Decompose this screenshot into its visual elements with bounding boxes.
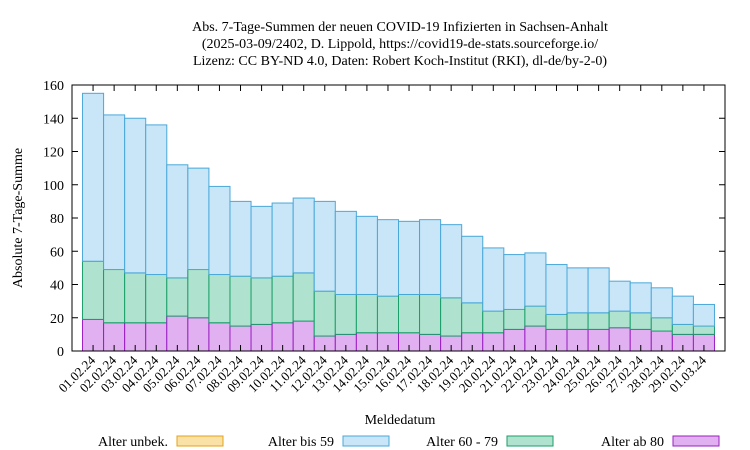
bar-segment [692, 325, 715, 335]
y-tick-label: 140 [43, 112, 64, 127]
bar-segment [166, 164, 189, 279]
bar-segment [124, 272, 147, 324]
bar-segment [440, 297, 463, 337]
bar-segment [608, 280, 631, 312]
bar-segment [587, 267, 610, 314]
bar-segment [271, 275, 294, 324]
bar-segment [545, 313, 568, 330]
axes-layer: 02040608010012014016001.02.2402.02.2403.… [43, 79, 726, 395]
bar-segment [461, 302, 484, 334]
bar-segment [566, 312, 589, 330]
bar-segment [187, 167, 210, 271]
chart-title: Abs. 7-Tage-Summen der neuen COVID-19 In… [192, 20, 608, 69]
bar-segment [334, 293, 357, 335]
y-tick-label: 80 [50, 212, 64, 227]
legend-swatch [342, 435, 390, 447]
bar-segment [250, 205, 273, 279]
bar-segment [103, 269, 126, 324]
y-tick-label: 60 [50, 245, 64, 260]
bar-segment [482, 247, 505, 312]
bar-segment [376, 219, 400, 297]
bar-segment [103, 114, 126, 271]
legend-label: Alter 60 - 79 [426, 435, 498, 450]
bar-segment [608, 310, 631, 329]
bar-segment [671, 295, 694, 325]
bar-segment [629, 282, 652, 314]
bar-segment [124, 117, 147, 274]
bar-segment [503, 308, 526, 330]
bar-segment [355, 293, 378, 334]
bar-segment [671, 323, 694, 335]
bar-segment [376, 295, 400, 334]
x-axis-label: Meldedatum [365, 413, 436, 428]
bar-segment [145, 124, 168, 276]
legend-label: Alter ab 80 [601, 435, 664, 450]
bar-segment [650, 287, 673, 319]
bar-segment [250, 277, 273, 325]
bar-segment [292, 272, 315, 322]
bar-segment [587, 312, 610, 330]
bar-segment [524, 305, 547, 327]
bar-segment [82, 92, 105, 262]
bar-segment [292, 197, 315, 274]
bar-segment [355, 215, 378, 295]
legend-label: Alter bis 59 [268, 435, 334, 450]
title-line-2: (2025-03-09/2402, D. Lippold, https://co… [202, 37, 598, 52]
bars-layer [82, 92, 715, 352]
bar-segment [566, 267, 589, 314]
bar-segment [650, 317, 673, 332]
bar-segment [503, 254, 526, 310]
bar-segment [313, 200, 336, 292]
bar-segment [334, 210, 357, 295]
bar-segment [229, 275, 252, 327]
bar-segment [398, 220, 421, 295]
bar-segment [629, 312, 652, 330]
legend-swatch [672, 435, 720, 447]
bar-segment [229, 200, 252, 277]
bar-segment [313, 290, 336, 337]
bar-segment [524, 252, 547, 307]
legend-label: Alter unbek. [98, 435, 168, 450]
bar-segment [208, 274, 231, 324]
title-line-3: Lizenz: CC BY-ND 4.0, Daten: Robert Koch… [193, 54, 607, 69]
bar-segment [692, 303, 715, 327]
bar-segment [461, 235, 484, 304]
bar-segment [166, 277, 189, 317]
y-tick-label: 100 [43, 179, 64, 194]
bar-segment [187, 269, 210, 319]
y-tick-label: 40 [50, 279, 64, 294]
y-axis-label: Absolute 7-Tage-Summe [11, 148, 26, 288]
bar-segment [208, 185, 231, 276]
y-tick-label: 160 [43, 79, 64, 94]
legend: Alter unbek. Alter bis 59 Alter 60 - 79 Alt… [98, 435, 720, 450]
bar-segment [545, 264, 568, 315]
legend-swatch [176, 435, 224, 447]
y-tick-label: 120 [43, 146, 64, 161]
bar-segment [145, 274, 168, 324]
y-tick-label: 0 [57, 345, 64, 360]
bar-segment [82, 260, 105, 320]
bar-segment [419, 219, 442, 295]
y-tick-label: 20 [50, 312, 64, 327]
title-line-1: Abs. 7-Tage-Summen der neuen COVID-19 In… [192, 20, 608, 35]
bar-segment [419, 293, 442, 335]
legend-swatch [506, 435, 554, 447]
bar-segment [398, 293, 421, 334]
bar-segment [440, 224, 463, 299]
bar-segment [482, 310, 505, 334]
bar-segment [271, 202, 294, 277]
